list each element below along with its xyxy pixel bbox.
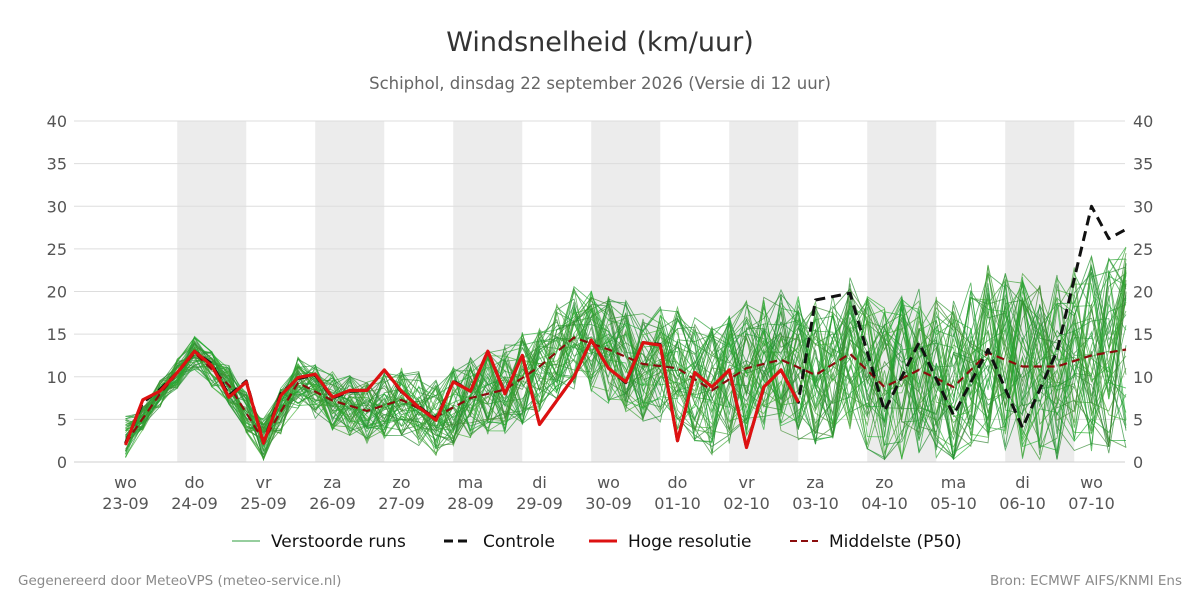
x-tick-day: wo [597,473,620,492]
y-tick-label-left: 0 [57,453,67,472]
y-tick-label-left: 25 [47,240,67,259]
x-tick-day: za [323,473,341,492]
x-tick-date: 01-10 [654,494,701,513]
x-tick-day: ma [458,473,483,492]
y-tick-label-right: 0 [1133,453,1143,472]
y-tick-label-right: 30 [1133,197,1153,216]
y-tick-label-left: 10 [47,368,67,387]
x-tick-date: 04-10 [861,494,908,513]
main-lines [124,204,1127,450]
x-tick-day: wo [114,473,137,492]
x-tick-day: do [668,473,688,492]
footer-generated-by: Gegenereerd door MeteoVPS (meteo-service… [18,573,341,589]
ensemble-run-line [125,272,1127,460]
x-tick-date: 26-09 [309,494,356,513]
x-tick-date: 29-09 [516,494,563,513]
x-tick-day: di [532,473,547,492]
y-tick-label-left: 15 [47,325,67,344]
x-tick-date: 05-10 [930,494,977,513]
y-tick-label-left: 35 [47,155,67,174]
x-axis: wo 23-09 do 24-09 vr 25-09 za 26-09 zo 27-09 ma 28-… [102,473,1115,513]
x-tick-day: do [185,473,205,492]
legend-label-middelste: Middelste (P50) [829,532,962,552]
ensemble-run-line [125,264,1127,460]
series-line-middelste [124,336,1127,444]
y-axis-right: 0 5 10 15 20 25 30 35 40 [1133,112,1153,472]
ensemble-lines [125,246,1127,461]
x-tick-date: 30-09 [585,494,632,513]
x-tick-day: zo [392,473,410,492]
y-tick-label-right: 40 [1133,112,1153,131]
x-tick-date: 02-10 [723,494,770,513]
y-tick-label-left: 40 [47,112,67,131]
series-line-hoge-resolutie [124,338,800,450]
x-tick-date: 07-10 [1068,494,1115,513]
x-tick-date: 27-09 [378,494,425,513]
y-tick-label-right: 10 [1133,368,1153,387]
ensemble-run-line [125,285,1127,457]
footer-source: Bron: ECMWF AIFS/KNMI Ens [990,573,1182,589]
y-tick-label-left: 30 [47,197,67,216]
x-tick-day: di [1015,473,1030,492]
x-tick-date: 28-09 [447,494,494,513]
y-tick-label-left: 5 [57,410,67,429]
ensemble-run-line [125,274,1127,457]
ensemble-run-line [125,279,1127,454]
y-tick-label-right: 5 [1133,410,1143,429]
y-tick-label-right: 25 [1133,240,1153,259]
x-tick-day: wo [1080,473,1103,492]
x-tick-day: ma [941,473,966,492]
x-tick-date: 25-09 [240,494,287,513]
x-tick-date: 23-09 [102,494,149,513]
legend-label-verstoorde-runs: Verstoorde runs [271,532,406,552]
y-tick-label-right: 35 [1133,155,1153,174]
x-tick-day: vr [738,473,754,492]
y-tick-label-right: 20 [1133,283,1153,302]
chart-title: Windsnelheid (km/uur) [446,27,754,58]
y-axis-left: 0 5 10 15 20 25 30 35 40 [47,112,67,472]
x-tick-date: 03-10 [792,494,839,513]
ensemble-run-line [125,256,1127,447]
x-tick-day: zo [875,473,893,492]
legend: Verstoorde runs Controle Hoge resolutie … [232,532,962,552]
y-tick-label-left: 20 [47,283,67,302]
x-tick-date: 06-10 [999,494,1046,513]
x-tick-date: 24-09 [171,494,218,513]
x-tick-day: za [806,473,824,492]
legend-label-hoge-resolutie: Hoge resolutie [628,532,752,552]
legend-label-controle: Controle [483,532,555,552]
y-tick-label-right: 15 [1133,325,1153,344]
x-tick-day: vr [255,473,271,492]
chart-subtitle: Schiphol, dinsdag 22 september 2026 (Ver… [369,74,831,93]
ensemble-run-line [125,293,1127,447]
